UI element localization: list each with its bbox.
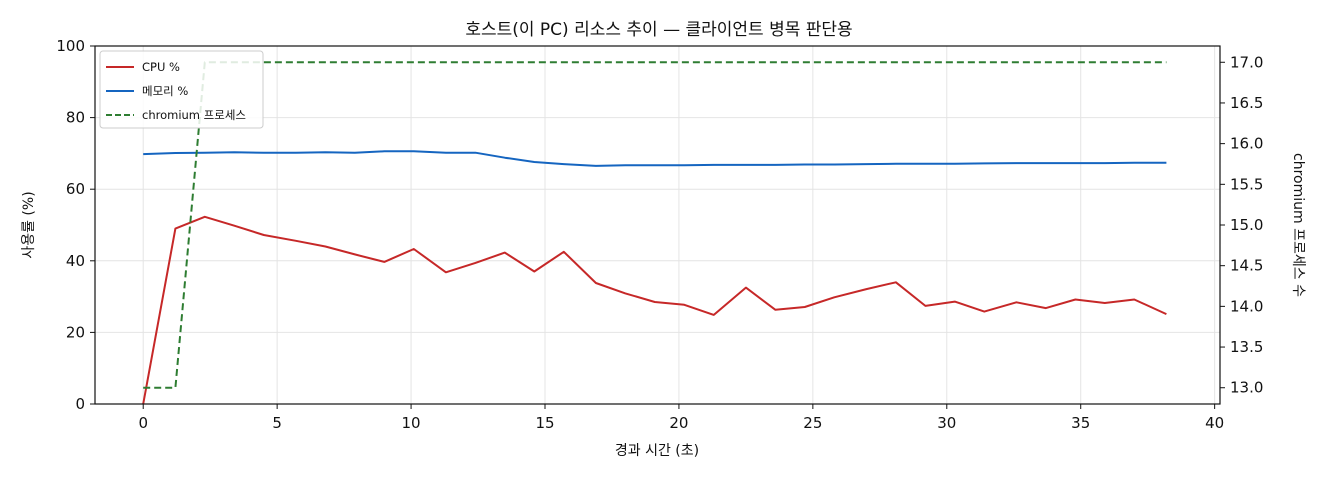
y2-tick-label: 17.0 bbox=[1230, 53, 1263, 71]
x-tick-label: 35 bbox=[1071, 414, 1090, 432]
y2-axis-label: chromium 프로세스 수 bbox=[1290, 153, 1306, 297]
x-tick-label: 20 bbox=[669, 414, 688, 432]
y-tick-label: 80 bbox=[66, 109, 85, 127]
y-tick-label: 60 bbox=[66, 180, 85, 198]
legend-box bbox=[99, 50, 264, 129]
y-tick-label: 100 bbox=[56, 37, 85, 55]
y-tick-label: 40 bbox=[66, 252, 85, 270]
y2-tick-label: 14.0 bbox=[1230, 297, 1263, 315]
y2-axis-ticks: 13.0 13.5 14.0 14.5 15.0 15.5 16.0 16.5 17.0 bbox=[1220, 53, 1263, 397]
x-tick-label: 30 bbox=[937, 414, 956, 432]
y2-tick-label: 13.0 bbox=[1230, 379, 1263, 397]
legend: CPU % 메모리 % chromium 프로세스 bbox=[99, 50, 264, 129]
grid bbox=[95, 46, 1220, 404]
plot-series bbox=[142, 61, 1167, 405]
x-tick-label: 0 bbox=[138, 414, 148, 432]
y2-tick-label: 14.5 bbox=[1230, 257, 1263, 275]
y-tick-label: 0 bbox=[75, 395, 85, 413]
y2-tick-label: 15.5 bbox=[1230, 175, 1263, 193]
y-axis-ticks: 0 20 40 60 80 100 bbox=[56, 37, 95, 413]
y2-tick-label: 16.0 bbox=[1230, 135, 1263, 153]
x-tick-label: 10 bbox=[402, 414, 421, 432]
chart-title: 호스트(이 PC) 리소스 추이 — 클라이언트 병목 판단용 bbox=[465, 20, 852, 40]
series-line-memory bbox=[143, 150, 1167, 167]
legend-label-memory: 메모리 % bbox=[142, 84, 188, 98]
y-tick-label: 20 bbox=[66, 323, 85, 341]
y2-tick-label: 15.0 bbox=[1230, 216, 1263, 234]
x-tick-label: 15 bbox=[535, 414, 554, 432]
y2-tick-label: 16.5 bbox=[1230, 94, 1263, 112]
legend-label-cpu: CPU % bbox=[142, 60, 180, 74]
x-tick-label: 5 bbox=[272, 414, 282, 432]
series-line-cpu bbox=[142, 215, 1167, 405]
y-axis-label: 사용률 (%) bbox=[21, 191, 37, 258]
y2-tick-label: 13.5 bbox=[1230, 338, 1263, 356]
x-tick-label: 25 bbox=[803, 414, 822, 432]
x-axis-ticks: 0 5 10 15 20 25 30 35 40 bbox=[138, 404, 1224, 432]
series-line-chromium bbox=[143, 61, 1167, 389]
x-tick-label: 40 bbox=[1205, 414, 1224, 432]
legend-label-chromium: chromium 프로세스 bbox=[142, 108, 246, 122]
x-axis-label: 경과 시간 (초) bbox=[615, 443, 699, 459]
